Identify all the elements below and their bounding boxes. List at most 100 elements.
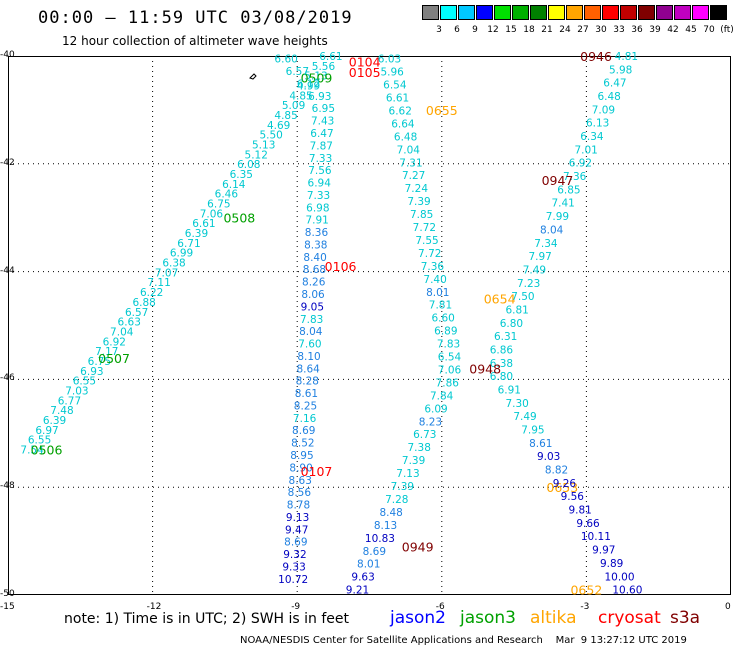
swh-value-label: 8.40: [303, 252, 326, 264]
swh-value-label: 8.36: [305, 227, 329, 239]
swh-value-label: 5.13: [304, 71, 327, 83]
swh-value-label: 8.26: [302, 277, 326, 289]
color-swatch: [530, 5, 547, 20]
swh-value-label: 5.96: [380, 67, 404, 79]
color-scale-label: 18: [523, 25, 535, 35]
x-tick-label: -6: [435, 602, 445, 612]
swh-value-label: 8.13: [374, 520, 397, 532]
color-scale-label: (ft): [720, 25, 734, 35]
swh-value-label: 8.56: [288, 487, 312, 499]
pass-time-label: 0107: [301, 464, 333, 479]
swh-value-label: 4.69: [267, 120, 290, 132]
swh-value-label: 6.93: [80, 366, 103, 378]
swh-value-label: 6.54: [383, 80, 407, 92]
swh-value-label: 7.06: [200, 208, 224, 220]
color-scale-label: 42: [667, 25, 679, 35]
pass-time-label: 0653: [546, 480, 578, 495]
color-scale-label: 24: [559, 25, 571, 35]
pass-time-label: 0946: [580, 49, 612, 64]
credit-footer: NOAA/NESDIS Center for Satellite Applica…: [240, 635, 687, 646]
pass-time-label: 0105: [349, 65, 381, 80]
swh-value-label: 7.39: [407, 196, 430, 208]
color-scale-label: 12: [487, 25, 499, 35]
swh-value-label: 9.13: [286, 512, 309, 524]
color-swatch: [674, 5, 691, 20]
color-swatch: [620, 5, 637, 20]
swh-value-label: 6.80: [490, 371, 513, 383]
swh-value-label: 7.06: [438, 364, 462, 376]
swh-value-label: 6.92: [569, 158, 592, 170]
swh-value-label: 7.40: [423, 274, 446, 286]
swh-value-label: 7.49: [513, 411, 536, 423]
swh-value-label: 7.33: [309, 153, 332, 165]
color-swatch: [440, 5, 457, 20]
swh-value-label: 9.21: [346, 585, 369, 597]
swh-value-label: 4.99: [297, 81, 320, 93]
swh-value-label: 7.48: [50, 405, 73, 417]
swh-value-label: 7.28: [385, 494, 408, 506]
y-tick-label: -46: [0, 373, 15, 384]
swh-value-label: 6.98: [306, 202, 329, 214]
swh-value-label: 6.88: [132, 297, 155, 309]
swh-value-label: 7.34: [534, 238, 558, 250]
swh-value-label: 9.89: [600, 558, 623, 570]
color-swatch: [584, 5, 601, 20]
swh-value-label: 6.92: [103, 336, 126, 348]
pass-time-label: 0949: [402, 539, 434, 554]
swh-value-label: 6.81: [505, 304, 528, 316]
swh-value-label: 9.63: [351, 572, 374, 584]
swh-value-label: 7.27: [402, 170, 425, 182]
swh-value-label: 6.86: [490, 344, 514, 356]
swh-value-label: 6.08: [237, 159, 260, 171]
swh-value-label: 6.62: [389, 105, 412, 117]
color-scale-label: 39: [649, 25, 661, 35]
swh-value-label: 4.81: [615, 51, 638, 63]
swh-value-label: 6.47: [310, 128, 333, 140]
swh-value-label: 8.69: [363, 546, 386, 558]
swh-value-label: 7.23: [517, 278, 540, 290]
swh-value-label: 6.80: [500, 318, 523, 330]
footnote: note: 1) Time is in UTC; 2) SWH is in fe…: [64, 611, 350, 627]
swh-value-label: 7.85: [410, 209, 433, 221]
swh-value-label: 7.17: [95, 346, 118, 358]
swh-value-label: 5.56: [312, 61, 336, 73]
swh-value-label: 6.57: [286, 66, 309, 78]
swh-value-label: 8.52: [291, 438, 314, 450]
swh-value-label: 7.01: [574, 144, 597, 156]
swh-value-label: 7.31: [399, 157, 422, 169]
swh-value-label: 7.38: [408, 442, 431, 454]
color-scale-label: 70: [703, 25, 715, 35]
color-scale-label: 33: [613, 25, 625, 35]
color-scale-label: 21: [541, 25, 553, 35]
swh-value-label: 8.64: [296, 363, 320, 375]
swh-value-label: 6.09: [424, 403, 447, 415]
swh-value-label: 6.77: [58, 395, 81, 407]
color-swatch: [638, 5, 655, 20]
swh-value-label: 6.54: [438, 352, 462, 364]
color-swatch: [710, 5, 727, 20]
swh-value-label: 6.71: [177, 238, 200, 250]
swh-value-label: 6.91: [498, 385, 521, 397]
swh-value-label: 6.47: [603, 78, 626, 90]
swh-value-label: 5.09: [282, 100, 305, 112]
swh-value-label: 6.73: [413, 429, 436, 441]
swh-value-label: 9.47: [285, 524, 308, 536]
swh-value-label: 8.82: [545, 465, 568, 477]
color-swatch: [494, 5, 511, 20]
pass-time-label: 0508: [223, 211, 255, 226]
swh-value-label: 6.61: [192, 218, 215, 230]
swh-value-label: 6.34: [580, 131, 604, 143]
island-outline: [249, 73, 257, 80]
swh-value-label: 7.91: [305, 215, 328, 227]
swh-value-label: 6.61: [319, 51, 342, 63]
swh-value-label: 4.85: [274, 110, 297, 122]
swh-value-label: 8.01: [426, 287, 449, 299]
swh-value-label: 6.46: [215, 189, 239, 201]
y-tick-label: -48: [0, 481, 15, 492]
color-swatch: [548, 5, 565, 20]
pass-time-label: 0104: [349, 54, 381, 69]
swh-value-label: 6.94: [308, 178, 332, 190]
swh-value-label: 6.48: [597, 91, 620, 103]
swh-value-label: 7.97: [528, 251, 551, 263]
color-swatch: [602, 5, 619, 20]
